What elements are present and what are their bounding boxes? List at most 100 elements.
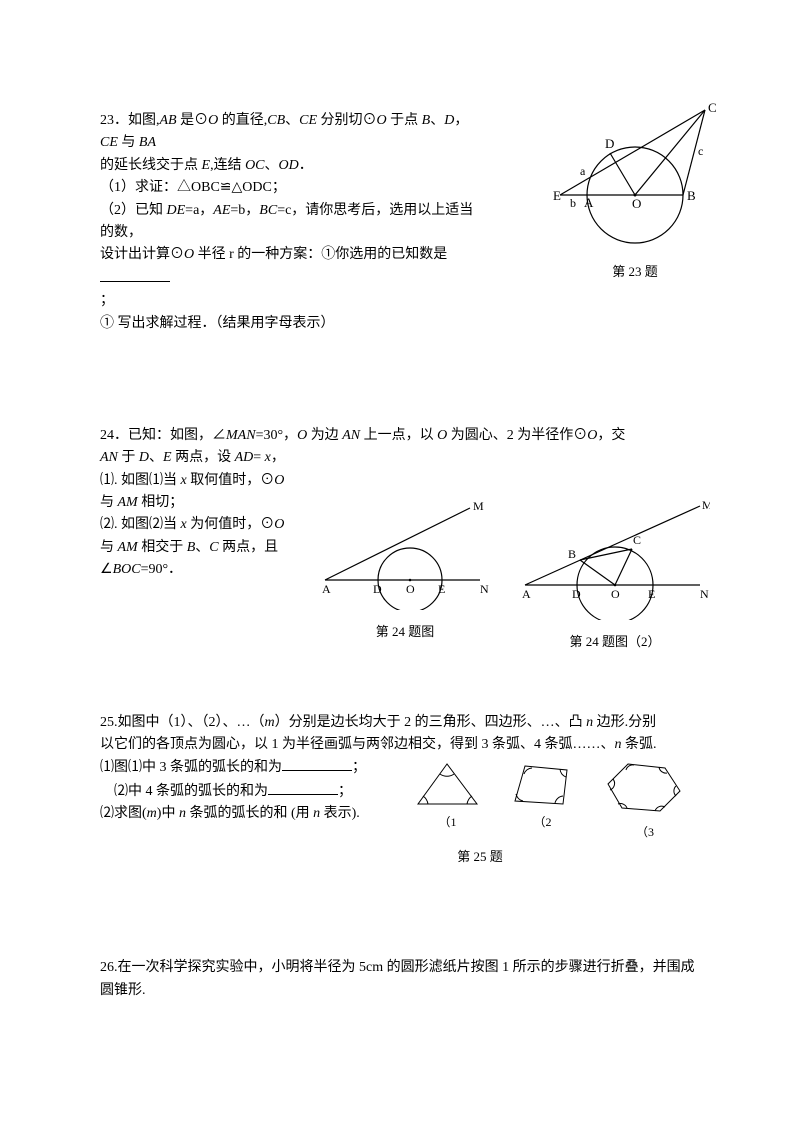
problem-24-subtext: ⑴. 如图⑴当 x 取何值时，⊙O 与 AM 相切； ⑵. 如图⑵当 x 为何值… [100, 470, 310, 582]
var: BC [259, 203, 277, 218]
var: AN [342, 428, 360, 443]
var: D [139, 450, 149, 465]
svg-text:N: N [700, 587, 709, 601]
text: 与 [100, 495, 118, 510]
text: 26.在一次科学探究实验中，小明将半径为 5cm 的圆形滤纸片按图 1 所示的步… [100, 957, 700, 1002]
text: ； [338, 784, 352, 799]
var: DE [167, 203, 186, 218]
svg-text:O: O [611, 587, 620, 601]
text: 表示). [320, 806, 360, 821]
problem-23-text: 23．如图,AB 是⊙O 的直径,CB、CE 分别切⊙O 于点 B、D，CE 与… [100, 110, 480, 335]
text: 边形.分别 [593, 715, 656, 730]
var: CE [299, 113, 317, 128]
text: ； [100, 290, 480, 312]
svg-text:M: M [702, 500, 710, 512]
svg-text:A: A [584, 195, 594, 210]
text: 条弧. [622, 737, 657, 752]
problem-24: 24．已知：如图，∠MAN=30°，O 为边 AN 上一点，以 O 为圆心、2 … [100, 425, 700, 582]
text: 设计出计算⊙ [100, 247, 184, 262]
text: 于 [118, 450, 139, 465]
problem-23: 23．如图,AB 是⊙O 的直径,CB、CE 分别切⊙O 于点 B、D，CE 与… [100, 110, 700, 335]
text: 相交于 [138, 540, 187, 555]
text: 为何值时，⊙ [187, 517, 275, 532]
figure-label: （2 [533, 813, 551, 832]
var: OC [245, 158, 264, 173]
var: C [209, 540, 218, 555]
svg-text:a: a [580, 164, 586, 178]
text: 的直径, [218, 113, 267, 128]
text: 、 [265, 158, 279, 173]
var: D [444, 113, 454, 128]
text: =a， [185, 203, 213, 218]
var: AM [118, 540, 138, 555]
svg-text:B: B [687, 188, 696, 203]
var: O [274, 517, 284, 532]
text: 两点，设 [172, 450, 235, 465]
text: ⑴. 如图⑴当 [100, 473, 181, 488]
tangent-diagram-icon: M A D O E N [320, 500, 490, 610]
var: E [202, 158, 211, 173]
text: 为圆心、2 为半径作⊙ [447, 428, 587, 443]
figure-caption: 第 23 题 [550, 262, 720, 283]
polygon-arcs-icon [600, 756, 690, 821]
svg-text:E: E [553, 188, 561, 203]
text: ； [352, 760, 366, 775]
text: 以它们的各顶点为圆心，以 1 为半径画弧与两邻边相交，得到 3 条弧、4 条弧…… [100, 737, 615, 752]
var: OD [279, 158, 299, 173]
svg-text:M: M [473, 500, 484, 513]
secant-diagram-icon: M A D O E N B C [520, 500, 710, 620]
text: = [253, 450, 264, 465]
figure-caption: 第 24 题图（2） [520, 632, 710, 653]
problem-23-figure: C D B E A O a b c 第 23 题 [550, 100, 720, 283]
svg-text:B: B [568, 547, 576, 561]
svg-text:b: b [570, 196, 576, 210]
var: CE [100, 135, 118, 150]
text: ⑵中 4 条弧的弧长的和为 [114, 784, 268, 799]
figure-label: （3 [636, 823, 654, 842]
text: 23．如图, [100, 113, 160, 128]
var: m [147, 806, 157, 821]
svg-text:O: O [406, 582, 415, 596]
svg-text:D: D [373, 582, 382, 596]
text: 于点 [387, 113, 422, 128]
var: B [422, 113, 431, 128]
text: 与 [118, 135, 139, 150]
text: ⑴图⑴中 3 条弧的弧长的和为 [100, 760, 282, 775]
text: 的延长线交于点 [100, 158, 202, 173]
text: 与 [100, 540, 118, 555]
text: ⑵. 如图⑵当 [100, 517, 181, 532]
text: 24．已知：如图，∠ [100, 428, 226, 443]
text: 两点，且 [219, 540, 279, 555]
text: ， [271, 450, 285, 465]
blank [282, 756, 352, 771]
text: 上一点，以 [360, 428, 437, 443]
blank [268, 780, 338, 795]
var: MAN [226, 428, 256, 443]
var: B [187, 540, 196, 555]
var: n [615, 737, 622, 752]
var: n [179, 806, 186, 821]
text: 25.如图中（1）、（2）、…（ [100, 715, 265, 730]
text: 、 [149, 450, 163, 465]
svg-text:O: O [632, 196, 641, 211]
var: AB [160, 113, 177, 128]
svg-text:C: C [708, 100, 717, 115]
svg-text:E: E [438, 582, 445, 596]
problem-25-figures: （1 （2 [410, 756, 690, 842]
var: E [163, 450, 172, 465]
var: CB [267, 113, 285, 128]
var: AE [213, 203, 230, 218]
problem-26: 26.在一次科学探究实验中，小明将半径为 5cm 的圆形滤纸片按图 1 所示的步… [100, 957, 700, 1002]
var: O [587, 428, 597, 443]
svg-text:A: A [522, 587, 531, 601]
problem-25: 25.如图中（1）、（2）、…（m）分别是边长均大于 2 的三角形、四边形、…、… [100, 712, 700, 868]
text: 相切； [138, 495, 184, 510]
var: O [297, 428, 307, 443]
figure-label: （1 [438, 813, 456, 832]
text: 是⊙ [177, 113, 209, 128]
var: O [184, 247, 194, 262]
svg-text:N: N [480, 582, 489, 596]
text: 取何值时，⊙ [187, 473, 275, 488]
page: 23．如图,AB 是⊙O 的直径,CB、CE 分别切⊙O 于点 B、D，CE 与… [0, 0, 800, 1062]
text: 、 [195, 540, 209, 555]
